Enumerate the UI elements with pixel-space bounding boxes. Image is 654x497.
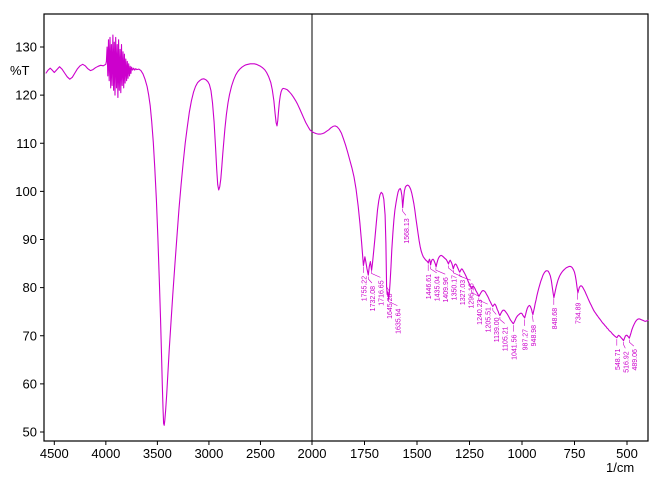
x-tick-label: 3500 — [143, 446, 172, 461]
peak-label: 1568.13 — [404, 218, 411, 243]
x-tick-label: 1000 — [508, 446, 537, 461]
peak-label: 1139.00 — [494, 317, 501, 342]
peak-label: 1446.61 — [426, 274, 433, 299]
peak-leader-line — [371, 270, 381, 278]
peak-leader-line — [386, 284, 390, 291]
peak-leader-line — [367, 276, 373, 284]
peak-leader-line — [499, 317, 505, 324]
peak-label: 1716.65 — [378, 280, 385, 305]
peak-leader-line — [628, 339, 634, 347]
peak-leader-line — [471, 290, 480, 297]
y-tick-label: 80 — [23, 280, 37, 295]
peak-label: 548.71 — [615, 349, 622, 371]
peak-leader-line — [452, 270, 463, 278]
peak-label: 848.68 — [552, 308, 559, 330]
y-tick-label: 90 — [23, 232, 37, 247]
y-tick-label: 120 — [15, 88, 37, 103]
peak-label: 1041.56 — [511, 335, 518, 360]
peak-label: 489.06 — [632, 349, 639, 371]
plot-border — [43, 13, 649, 442]
x-tick-label: 1750 — [350, 446, 379, 461]
peak-label: 1732.08 — [370, 286, 377, 311]
peak-leader-line — [402, 208, 407, 216]
x-tick-label: 4500 — [40, 446, 69, 461]
peak-leader-line — [388, 299, 398, 306]
x-tick-label: 2500 — [246, 446, 275, 461]
peak-leader-line — [492, 307, 497, 315]
peak-label: 516.92 — [623, 351, 630, 373]
y-tick-label: 50 — [23, 425, 37, 440]
peak-leader-line — [430, 266, 437, 274]
x-axis-title: 1/cm — [606, 460, 635, 475]
peak-label: 1435.04 — [435, 276, 442, 301]
peak-label: 1296.16 — [469, 283, 476, 308]
y-tick-label: 130 — [15, 40, 37, 55]
peak-label: 1205.51 — [486, 307, 493, 332]
peak-label: 1350.17 — [452, 275, 459, 300]
x-tick-label: 1500 — [403, 446, 432, 461]
peak-label: 948.98 — [531, 325, 538, 347]
x-tick-label: 4000 — [91, 446, 120, 461]
peak-label: 734.89 — [576, 303, 583, 325]
x-tick-label: 500 — [616, 446, 638, 461]
spectrum-trace — [45, 34, 649, 426]
y-tick-label: 60 — [23, 376, 37, 391]
peak-label: 1635.64 — [395, 309, 402, 334]
peak-label: 1645.28 — [387, 294, 394, 319]
x-tick-label: 750 — [564, 446, 586, 461]
y-axis-title: %T — [10, 63, 30, 78]
peak-label: 1755.22 — [361, 276, 368, 301]
peak-leader-line — [623, 341, 626, 349]
peak-label: 1327.03 — [460, 280, 467, 305]
peak-leader-line — [459, 273, 471, 281]
peak-leader-line — [435, 267, 446, 275]
y-tick-label: 110 — [16, 136, 37, 151]
y-tick-label: 70 — [23, 328, 37, 343]
peak-label: 987.27 — [523, 329, 530, 351]
x-tick-label: 1250 — [455, 446, 484, 461]
peak-label: 1409.96 — [443, 277, 450, 302]
peak-leader-line — [448, 265, 454, 273]
peak-label: 1240.23 — [477, 299, 484, 324]
y-tick-label: 100 — [15, 184, 37, 199]
x-tick-label: 2000 — [298, 446, 327, 461]
x-tick-label: 3000 — [194, 446, 223, 461]
peak-label: 1105.21 — [503, 326, 510, 351]
peak-leader-line — [478, 297, 488, 305]
peak-leader-line — [532, 315, 534, 322]
